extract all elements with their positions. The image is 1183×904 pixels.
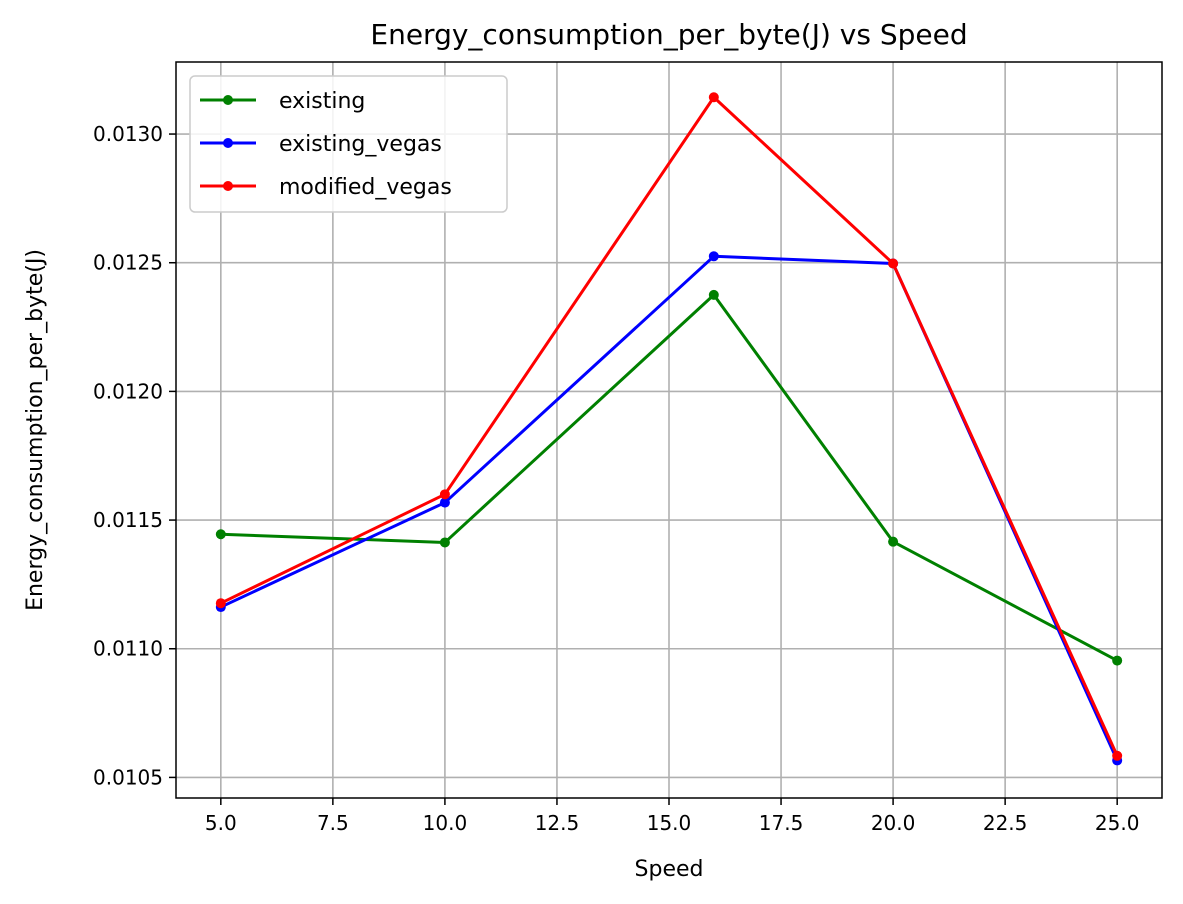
data-point: [439, 537, 450, 548]
legend-item: modified_vegas: [200, 175, 452, 200]
data-point: [1112, 750, 1123, 761]
x-axis-label: Speed: [635, 857, 704, 882]
chart-title: Energy_consumption_per_byte(J) vs Speed: [370, 18, 967, 51]
data-point: [1112, 655, 1123, 666]
legend-item: existing: [200, 89, 365, 114]
x-tick-label: 12.5: [535, 811, 580, 835]
x-tick-label: 7.5: [317, 811, 349, 835]
legend-item: existing_vegas: [200, 132, 442, 157]
data-point: [439, 497, 450, 508]
legend-marker: [223, 95, 233, 105]
data-point: [215, 529, 226, 540]
series-modified_vegas: [215, 92, 1123, 761]
y-tick-label: 0.0120: [93, 379, 163, 403]
x-axis: 5.0 7.5 10.0 12.5 15.0 17.5 20.0 22.5 25.0: [205, 798, 1140, 835]
x-tick-label: 25.0: [1095, 811, 1140, 835]
data-point: [888, 258, 899, 269]
y-tick-label: 0.0110: [93, 637, 163, 661]
y-axis: 0.0105 0.0110 0.0115 0.0120 0.0125 0.0130: [93, 122, 176, 789]
series-layer: [215, 92, 1123, 766]
y-axis-label: Energy_consumption_per_byte(J): [23, 249, 48, 611]
legend-label: existing: [279, 89, 365, 114]
y-tick-label: 0.0130: [93, 122, 163, 146]
x-tick-label: 15.0: [647, 811, 692, 835]
legend-marker: [223, 181, 233, 191]
x-tick-label: 20.0: [871, 811, 916, 835]
y-tick-label: 0.0125: [93, 251, 163, 275]
x-tick-label: 22.5: [983, 811, 1028, 835]
legend: existing existing_vegas modified_vegas: [189, 75, 508, 213]
legend-marker: [223, 138, 233, 148]
data-point: [215, 598, 226, 609]
data-point: [888, 536, 899, 547]
legend-label: modified_vegas: [279, 175, 452, 200]
y-tick-label: 0.0115: [93, 508, 163, 532]
legend-box: [189, 75, 508, 213]
data-point: [708, 251, 719, 262]
x-tick-label: 10.0: [423, 811, 468, 835]
grid: [176, 62, 1162, 798]
legend-label: existing_vegas: [279, 132, 442, 157]
series-existing: [215, 289, 1123, 666]
x-tick-label: 17.5: [759, 811, 804, 835]
data-point: [708, 289, 719, 300]
data-point: [708, 92, 719, 103]
data-point: [439, 489, 450, 500]
y-tick-label: 0.0105: [93, 765, 163, 789]
x-tick-label: 5.0: [205, 811, 237, 835]
